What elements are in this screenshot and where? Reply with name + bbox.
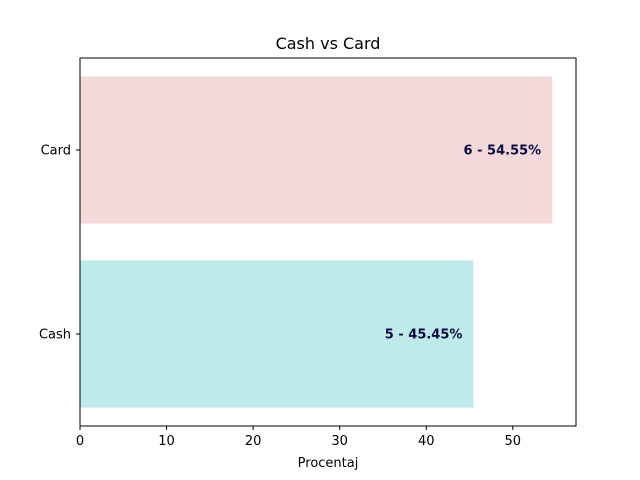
y-axis-ticks: Cash Card [39, 144, 80, 343]
chart-title: Cash vs Card [276, 34, 381, 53]
x-tick-label-20: 20 [245, 434, 262, 449]
bar-card [80, 76, 553, 224]
x-tick-label-0: 0 [76, 434, 84, 449]
x-tick-label-40: 40 [418, 434, 435, 449]
plot-frame [79, 57, 577, 427]
x-tick-label-50: 50 [505, 434, 522, 449]
y-tick-label-card: Card [41, 144, 71, 159]
bar-cash [80, 260, 474, 408]
bars-layer [80, 76, 553, 408]
y-tick-label-cash: Cash [39, 328, 71, 343]
x-axis-title: Procentaj [298, 456, 359, 471]
bar-labels-layer: 5 - 45.45% 6 - 54.55% [385, 144, 541, 343]
x-axis-ticks: 0 10 20 30 40 50 [76, 426, 521, 449]
x-tick-label-10: 10 [158, 434, 175, 449]
bar-label-card: 6 - 54.55% [464, 144, 542, 159]
x-tick-label-30: 30 [331, 434, 348, 449]
bar-label-cash: 5 - 45.45% [385, 328, 463, 343]
